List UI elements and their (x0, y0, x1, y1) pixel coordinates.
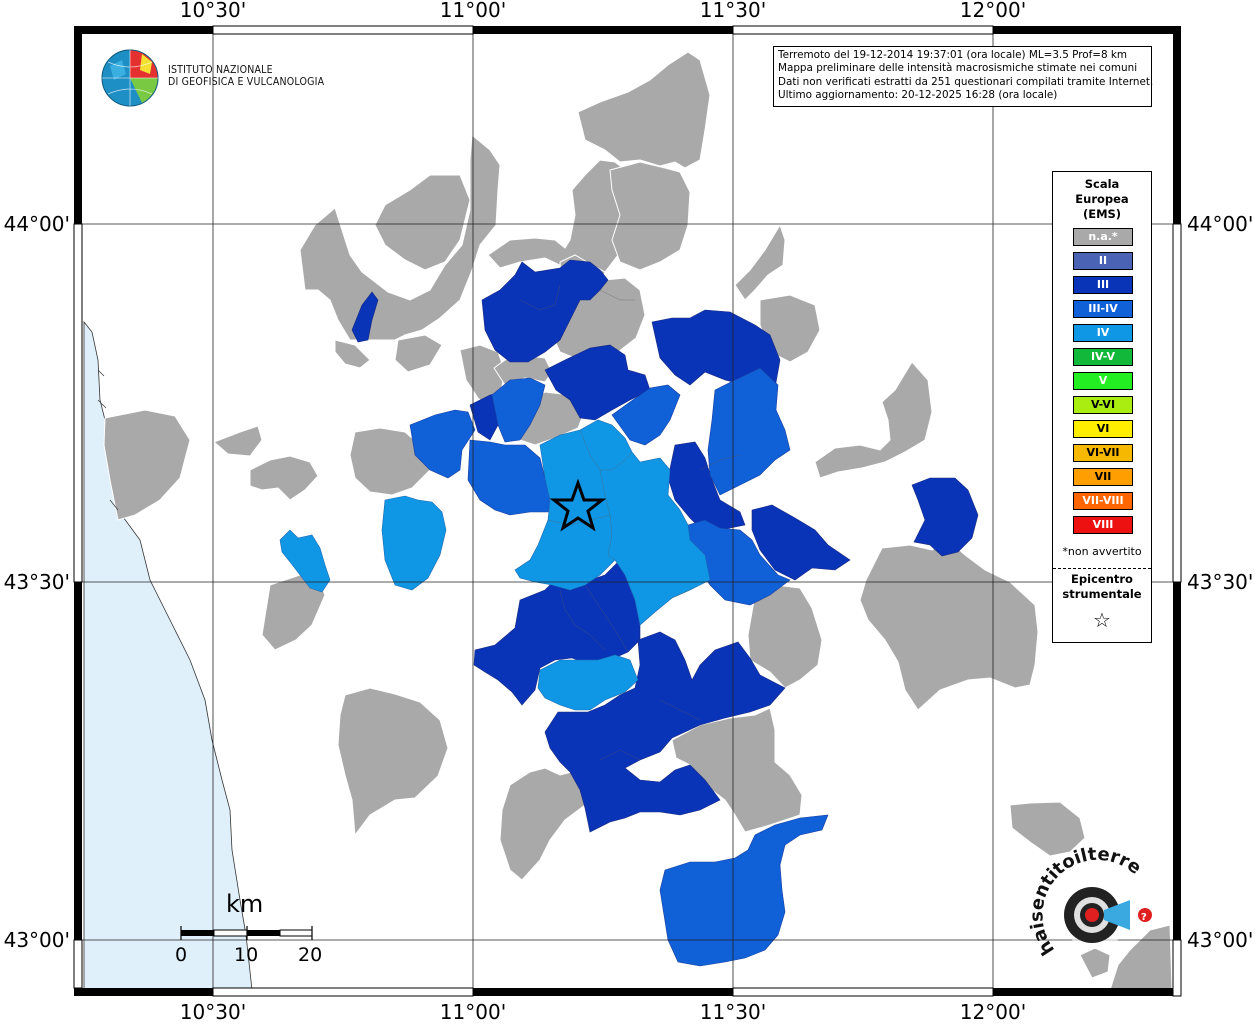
ems-legend: Scala Europea (EMS) n.a.* II III III-IV IV IV… (1052, 171, 1152, 643)
bottom-label-1200: 12°00' (960, 1000, 1026, 1024)
municipality-borders (519, 284, 741, 761)
right-label-4400: 44°00' (1187, 212, 1253, 236)
info-line-4: Ultimo aggiornamento: 20-12-2025 16:28 (… (778, 89, 1058, 102)
info-line-2: Mappa preliminare delle intensità macros… (778, 62, 1138, 75)
right-label-4330: 43°30' (1187, 570, 1253, 594)
top-label-1200: 12°00' (960, 0, 1026, 22)
municipalities-intensity-III-IV (409, 367, 829, 967)
legend-item-ii: II (1073, 252, 1133, 270)
legend-title: Scala Europea (EMS) (1053, 177, 1151, 222)
legend-title-line-1: Scala (1084, 177, 1120, 191)
legend-epicenter-label: Epicentro strumentale (1053, 572, 1151, 602)
bottom-label-1130: 11°30' (700, 1000, 766, 1024)
top-label-1100: 11°00' (440, 0, 506, 22)
legend-epicenter-line-1: Epicentro (1071, 572, 1133, 586)
legend-item-v-vi: V-VI (1073, 396, 1133, 414)
top-label-1130: 11°30' (700, 0, 766, 22)
info-line-3: Dati non verificati estratti da 251 ques… (778, 75, 1154, 88)
earthquake-info-box: Terremoto del 19-12-2014 19:37:01 (ora l… (773, 46, 1154, 107)
coastline (97, 369, 119, 511)
scale-label-0: 0 (175, 944, 188, 966)
graticule (74, 27, 1180, 996)
info-line-1: Terremoto del 19-12-2014 19:37:01 (ora l… (778, 49, 1128, 61)
legend-item-iv: IV (1073, 324, 1133, 342)
scale-label-10: 10 (234, 944, 259, 966)
ingv-line-1: ISTITUTO NAZIONALE (168, 64, 273, 76)
legend-item-iv-v: IV-V (1073, 348, 1133, 366)
scale-unit: km (226, 890, 264, 918)
legend-item-vi: VI (1073, 420, 1133, 438)
legend-item-iii-iv: III-IV (1073, 300, 1133, 318)
ingv-globe-icon (101, 49, 159, 107)
left-label-4330: 43°30' (4, 570, 70, 594)
legend-epicenter-line-2: strumentale (1062, 587, 1142, 601)
scale-bar (180, 926, 313, 940)
epicenter-star-icon (549, 478, 607, 532)
bottom-degree-labels: 10°30' 11°00' 11°30' 12°00' (180, 1000, 1026, 1024)
legend-item-vi-vii: VI-VII (1073, 444, 1133, 462)
legend-separator (1053, 568, 1151, 569)
legend-title-line-2: Europea (1075, 192, 1129, 206)
legend-item-viii: VIII (1073, 516, 1133, 534)
legend-title-line-3: (EMS) (1082, 207, 1122, 221)
right-label-4300: 43°00' (1187, 928, 1253, 952)
ingv-line-2: DI GEOFISICA E VULCANOLOGIA (168, 76, 325, 88)
legend-item-v: V (1073, 372, 1133, 390)
legend-item-vii-viii: VII-VIII (1073, 492, 1133, 510)
sea-area (83, 320, 253, 991)
question-mark-icon: ? (1141, 912, 1147, 923)
top-label-1030: 10°30' (180, 0, 246, 22)
top-degree-labels: 10°30' 11°00' 11°30' 12°00' (180, 0, 1026, 22)
municipalities-intensity-III (351, 259, 979, 833)
municipalities-intensity-IV (279, 419, 711, 711)
legend-item-iii: III (1073, 276, 1133, 294)
scale-label-20: 20 (298, 944, 323, 966)
right-degree-labels: 44°00' 43°30' 43°00' (1187, 212, 1253, 952)
municipalities-na (103, 51, 1173, 991)
left-label-4300: 43°00' (4, 928, 70, 952)
left-degree-labels: 44°00' 43°30' 43°00' (4, 212, 70, 952)
bottom-label-1100: 11°00' (440, 1000, 506, 1024)
legend-note: *non avvertito (1062, 545, 1142, 558)
ingv-logo-text: ISTITUTO NAZIONALE DI GEOFISICA E VULCAN… (168, 64, 324, 88)
legend-star-icon: ☆ (1093, 608, 1111, 632)
legend-item-n-a: n.a.* (1073, 228, 1133, 246)
left-label-4400: 44°00' (4, 212, 70, 236)
map-frame (73, 25, 1182, 997)
bottom-label-1030: 10°30' (180, 1000, 246, 1024)
legend-item-vii: VII (1073, 468, 1133, 486)
